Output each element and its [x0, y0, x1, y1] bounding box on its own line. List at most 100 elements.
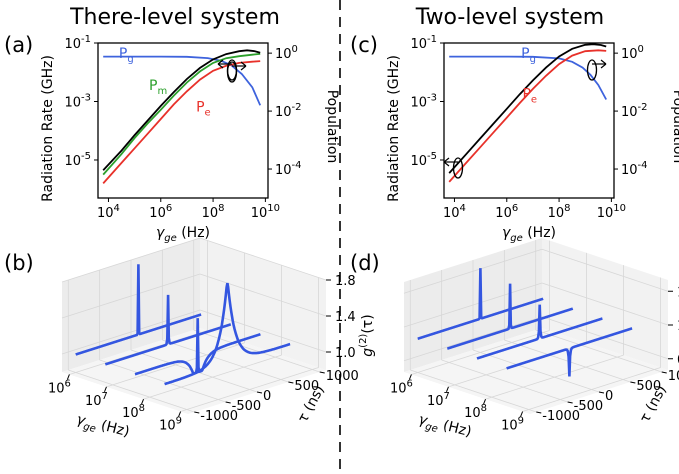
y-tick-label-right: 10-4 [621, 160, 648, 178]
y-tick-label-left: 10-3 [64, 92, 91, 110]
g2-curve-3 [506, 327, 633, 377]
series-pm-line [102, 52, 261, 176]
tau-tick-label: -500 [232, 399, 262, 414]
x-tick-label: 106 [149, 203, 172, 221]
gamma-tick-label: 107 [85, 391, 108, 409]
grid-back-z [199, 237, 327, 281]
gamma-tick [178, 411, 182, 417]
gamma-tick [141, 398, 144, 405]
y-tick-label-left: 10-5 [64, 151, 91, 169]
title-right: Two-level system [415, 5, 604, 30]
y-axis-label-left: Radiation Rate (GHz) [386, 55, 402, 202]
tau-tick-label: -500 [574, 399, 604, 414]
grid-floor-y [441, 359, 568, 403]
gamma-tick-label: 109 [501, 416, 524, 434]
z-tick-label: 1.0 [335, 346, 356, 361]
tau-tick [598, 391, 605, 394]
annotation-Pm: Pm [149, 78, 167, 97]
panel-a-rate-chart: 104 106 108 1010 10-5 10-3 10-1 10-4 10-2 100 Pg Pm… [40, 34, 340, 244]
tau-tick [256, 391, 263, 394]
grid-side-z [403, 282, 543, 328]
g2-curve-0 [75, 264, 202, 356]
grid-back-z [541, 282, 669, 326]
y-tick-label-left: 10-1 [64, 34, 91, 52]
panel-c-rate-chart: 104 106 108 1010 10-5 10-3 10-1 10-4 10-2 100 Pg Pe… [386, 34, 679, 244]
grid-side-z [61, 273, 201, 319]
gamma-tick [446, 386, 449, 393]
right-axis-indicator-arrowhead [240, 61, 247, 71]
z-axis-label: g(2)(τ) [358, 314, 376, 356]
z-tick-label: 0.8 [677, 353, 679, 368]
y-tick-label-left: 10-5 [410, 151, 437, 169]
left-axis-indicator-arrowhead [217, 59, 224, 69]
gamma-tick-label: 107 [427, 391, 450, 409]
y-axis-label-right: Population [324, 90, 340, 164]
series-total-line [448, 43, 607, 174]
x-tick-label: 1010 [597, 203, 626, 221]
grid-side-z [403, 316, 543, 362]
g2-curve-3 [164, 282, 291, 386]
series-total-line [102, 49, 261, 171]
g2-curve-1 [104, 294, 232, 366]
gamma-tick [66, 374, 70, 380]
y-tick-label-right: 100 [275, 44, 298, 62]
y-tick-label-right: 10-2 [275, 102, 302, 120]
tau-tick-label: 1000 [326, 369, 359, 384]
grid-floor-y [472, 349, 600, 393]
left-axis-indicator-arrowhead [443, 157, 450, 167]
z-tick-label: 1.4 [677, 285, 679, 300]
g2-curve-2 [476, 304, 603, 360]
y-tick-label-left: 10-1 [410, 34, 437, 52]
right-axis-indicator-ellipse [226, 61, 238, 83]
series-pe-line [102, 60, 261, 184]
tau-tick-label: 1000 [668, 369, 679, 384]
panel-label-d: (d) [350, 251, 380, 275]
x-tick-label: 1010 [251, 203, 280, 221]
title-left: There-level system [69, 5, 280, 30]
gamma-tick-label: 106 [48, 378, 71, 396]
x-axis-label: γge (Hz) [502, 225, 556, 244]
grid-floor-y [535, 329, 662, 373]
grid-side-z [61, 237, 201, 283]
x-tick-label: 104 [443, 203, 466, 221]
x-tick-label: 108 [202, 203, 225, 221]
grid-floor-y [162, 339, 289, 383]
tau-tick-label: 500 [294, 379, 319, 394]
tau-tick [319, 371, 325, 374]
x-tick-label: 106 [495, 203, 518, 221]
plot-frame [97, 42, 269, 199]
tau-tick [225, 401, 231, 404]
series-pe-line [448, 49, 607, 183]
tau-tick [567, 401, 573, 404]
grid-floor-y [68, 369, 195, 413]
y-axis-label-left: Radiation Rate (GHz) [40, 55, 56, 202]
gamma-tick-label: 108 [122, 403, 145, 421]
tau-tick [661, 371, 667, 374]
z-tick-label: 1.8 [335, 274, 356, 289]
x-tick-label: 108 [548, 203, 571, 221]
grid-back-z [199, 309, 327, 353]
gamma-tick [483, 398, 486, 405]
annotation-Pe: Pe [196, 100, 211, 119]
annotation-Pg: Pg [521, 46, 536, 65]
grid-floor-y [410, 369, 537, 413]
annotation-Pe: Pe [522, 87, 537, 106]
right-axis-indicator-ellipse [586, 59, 598, 81]
tau-tick-label: 0 [605, 389, 613, 404]
gamma-tick [104, 386, 107, 393]
tau-tick-label: 500 [636, 379, 661, 394]
x-axis-label: γge (Hz) [416, 412, 473, 444]
y-tick-label-right: 10-2 [621, 102, 648, 120]
back-pane [200, 238, 326, 370]
gamma-tick-label: 108 [464, 403, 487, 421]
gamma-tick [520, 411, 524, 417]
grid-floor-y [130, 349, 258, 393]
panel-label-a: (a) [4, 33, 33, 57]
annotation-Pg: Pg [119, 46, 134, 65]
tau-tick [536, 411, 542, 414]
grid-back-z [541, 248, 669, 292]
tau-tick [194, 411, 200, 414]
panel-label-b: (b) [4, 251, 34, 275]
